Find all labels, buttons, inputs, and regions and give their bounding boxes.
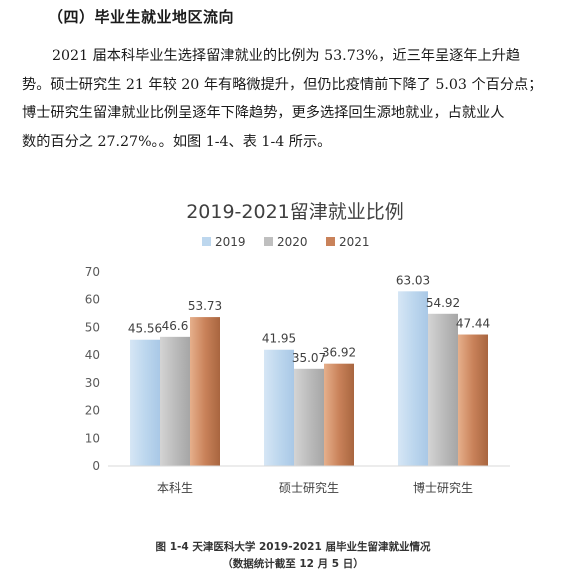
paragraph-line-2: 势。硕士研究生 21 年较 20 年有略微提升，但仍比疫情前下降了 5.03 个… bbox=[22, 76, 543, 93]
data-label: 41.95 bbox=[262, 332, 296, 346]
y-axis: 0 10 20 30 40 50 60 70 bbox=[85, 265, 100, 473]
bar-2020-本科生 bbox=[160, 336, 190, 466]
x-tick-label: 本科生 bbox=[157, 481, 193, 495]
bar-2020-硕士研究生 bbox=[294, 368, 324, 466]
legend-label-2021: 2021 bbox=[339, 235, 370, 249]
data-label: 53.73 bbox=[188, 299, 222, 313]
legend-swatch-2019 bbox=[202, 237, 211, 246]
paragraph-line-1: 2021 届本科毕业生选择留津就业的比例为 53.73%，近三年呈逐年上升趋 bbox=[52, 48, 521, 64]
y-tick-label: 10 bbox=[85, 431, 100, 445]
chart-legend: 2019 2020 2021 bbox=[202, 235, 370, 249]
data-label: 36.92 bbox=[322, 346, 356, 360]
bar-2019-硕士研究生 bbox=[264, 349, 294, 466]
legend-swatch-2021 bbox=[326, 237, 335, 246]
bar-2020-博士研究生 bbox=[428, 313, 458, 466]
x-tick-label: 硕士研究生 bbox=[279, 480, 339, 495]
y-tick-label: 0 bbox=[92, 459, 100, 473]
legend-label-2020: 2020 bbox=[277, 235, 308, 249]
data-label: 63.03 bbox=[396, 273, 430, 287]
data-label: 47.44 bbox=[456, 317, 490, 331]
data-label: 46.6 bbox=[162, 319, 189, 333]
chart-title: 2019-2021留津就业比例 bbox=[186, 201, 404, 223]
x-tick-label: 博士研究生 bbox=[413, 480, 473, 495]
section-heading: （四）毕业生就业地区流向 bbox=[48, 8, 235, 26]
x-axis: 本科生 硕士研究生 博士研究生 bbox=[108, 465, 510, 495]
y-tick-label: 60 bbox=[85, 293, 100, 307]
y-tick-label: 70 bbox=[85, 265, 100, 279]
data-label: 35.07 bbox=[292, 351, 326, 365]
bar-2021-硕士研究生 bbox=[324, 363, 354, 466]
data-label: 54.92 bbox=[426, 296, 460, 310]
data-label: 45.56 bbox=[128, 322, 162, 336]
figure-caption-note: （数据统计截至 12 月 5 日） bbox=[222, 558, 364, 570]
y-tick-label: 20 bbox=[85, 404, 100, 418]
y-tick-label: 40 bbox=[85, 348, 100, 362]
legend-swatch-2020 bbox=[264, 237, 273, 246]
y-tick-label: 50 bbox=[85, 320, 100, 334]
legend-label-2019: 2019 bbox=[215, 235, 246, 249]
bar-2021-博士研究生 bbox=[458, 334, 488, 466]
bar-2021-本科生 bbox=[190, 317, 220, 466]
figure-caption: 图 1-4 天津医科大学 2019-2021 届毕业生留津就业情况 bbox=[155, 541, 431, 553]
paragraph-line-4: 数的百分之 27.27%。。如图 1-4、表 1-4 所示。 bbox=[22, 133, 332, 150]
bar-2019-博士研究生 bbox=[398, 291, 428, 466]
y-tick-label: 30 bbox=[85, 376, 100, 390]
bar-2019-本科生 bbox=[130, 339, 160, 466]
bar-chart: 2019-2021留津就业比例 2019 2020 2021 0 10 20 30 40 50… bbox=[85, 201, 510, 495]
body-paragraph: 2021 届本科毕业生选择留津就业的比例为 53.73%，近三年呈逐年上升趋 势… bbox=[22, 42, 570, 156]
paragraph-line-3: 博士研究生留津就业比例呈逐年下降趋势，更多选择回生源地就业，占就业人 bbox=[22, 105, 505, 121]
